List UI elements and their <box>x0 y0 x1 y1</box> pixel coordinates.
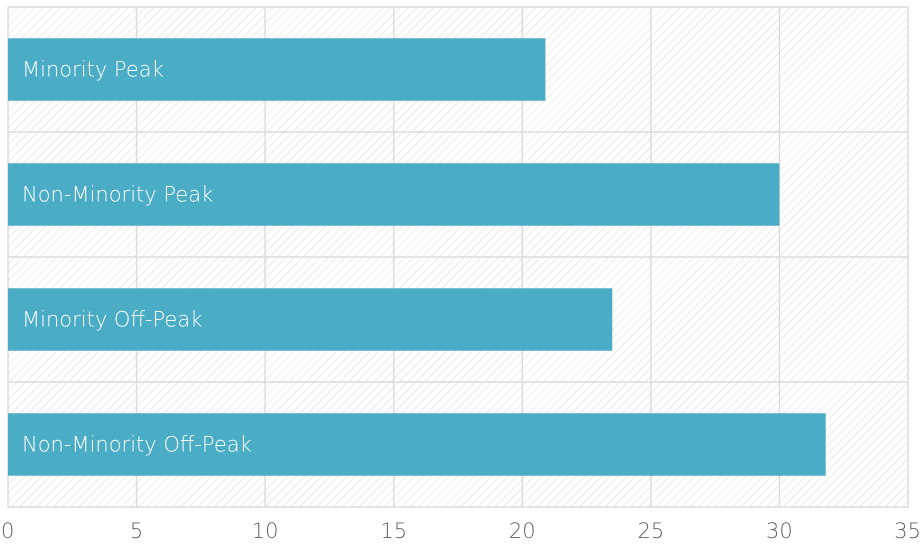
x-axis-tick-labels: 0 5 10 15 20 25 30 35 <box>1 519 921 543</box>
bar-label: Minority Peak <box>22 58 164 82</box>
x-tick-label: 15 <box>380 519 407 543</box>
bar-labels: Minority Peak Non-Minority Peak Minority O… <box>22 58 252 457</box>
bars <box>8 38 826 476</box>
bar <box>8 163 780 226</box>
bar-label: Minority Off-Peak <box>22 308 202 332</box>
x-tick-label: 30 <box>766 519 793 543</box>
bar-label: Non-Minority Peak <box>22 183 213 207</box>
x-tick-label: 0 <box>1 519 14 543</box>
x-tick-label: 35 <box>894 519 921 543</box>
bar <box>8 288 613 351</box>
x-tick-label: 10 <box>252 519 279 543</box>
bar <box>8 38 546 101</box>
x-tick-label: 20 <box>509 519 536 543</box>
x-tick-label: 25 <box>637 519 664 543</box>
bar-label: Non-Minority Off-Peak <box>22 433 252 457</box>
bar <box>8 413 826 476</box>
x-tick-label: 5 <box>130 519 143 543</box>
